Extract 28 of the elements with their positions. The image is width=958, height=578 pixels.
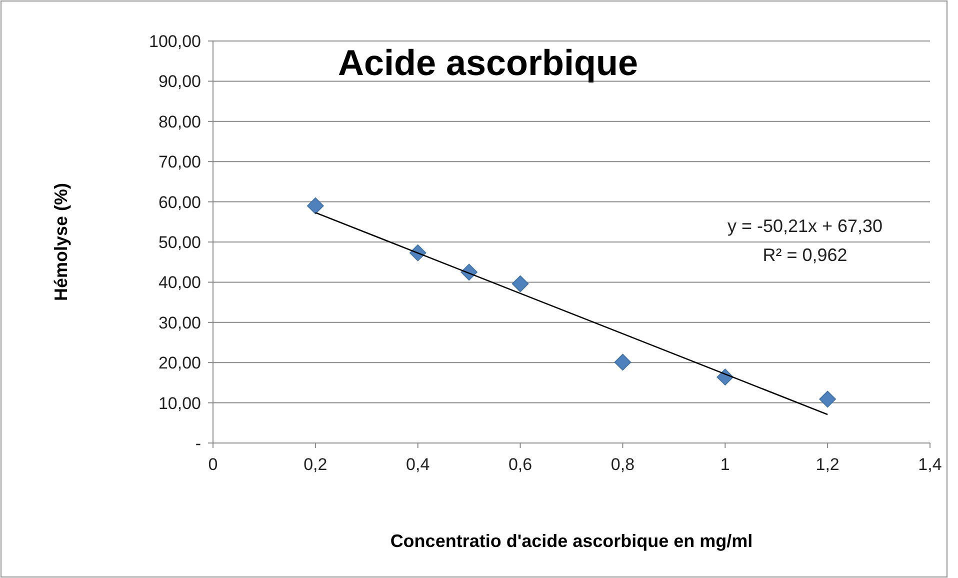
annotation: y = -50,21x + 67,30 bbox=[727, 216, 883, 236]
y-tick-label: 100,00 bbox=[149, 32, 201, 51]
x-tick-label: 0,4 bbox=[406, 455, 430, 474]
annotation: R² = 0,962 bbox=[762, 245, 848, 265]
x-tick-label: 1,2 bbox=[816, 455, 840, 474]
x-tick-label: 1,4 bbox=[918, 455, 942, 474]
y-tick-label: 90,00 bbox=[158, 72, 201, 92]
point bbox=[819, 390, 836, 408]
x-tick-label: 0 bbox=[208, 455, 218, 474]
y-tick-label: 50,00 bbox=[158, 232, 201, 252]
y-tick-label: 30,00 bbox=[158, 313, 201, 332]
x-tick-label: 0,2 bbox=[304, 455, 328, 474]
y-tick-label: 70,00 bbox=[158, 152, 201, 172]
y-tick-label: 10,00 bbox=[158, 394, 201, 413]
point bbox=[512, 275, 529, 292]
y-tick-label: - bbox=[195, 434, 201, 453]
y-tick-label: 20,00 bbox=[158, 354, 201, 373]
y-tick-label: 80,00 bbox=[158, 112, 201, 132]
x-tick-label: 0,8 bbox=[610, 455, 635, 474]
x-tick-label: 0,6 bbox=[508, 455, 532, 474]
y-axis-title: Hémolyse (%) bbox=[51, 182, 71, 302]
y-tick-label: 60,00 bbox=[158, 192, 201, 212]
x-axis-title: Concentratio d'acide ascorbique en mg/ml bbox=[390, 531, 753, 551]
point bbox=[614, 354, 632, 371]
x-tick-label: 1 bbox=[720, 455, 730, 474]
point bbox=[307, 197, 324, 214]
chart-title: Acide ascorbique bbox=[338, 42, 638, 83]
y-tick-label: 40,00 bbox=[158, 273, 201, 292]
